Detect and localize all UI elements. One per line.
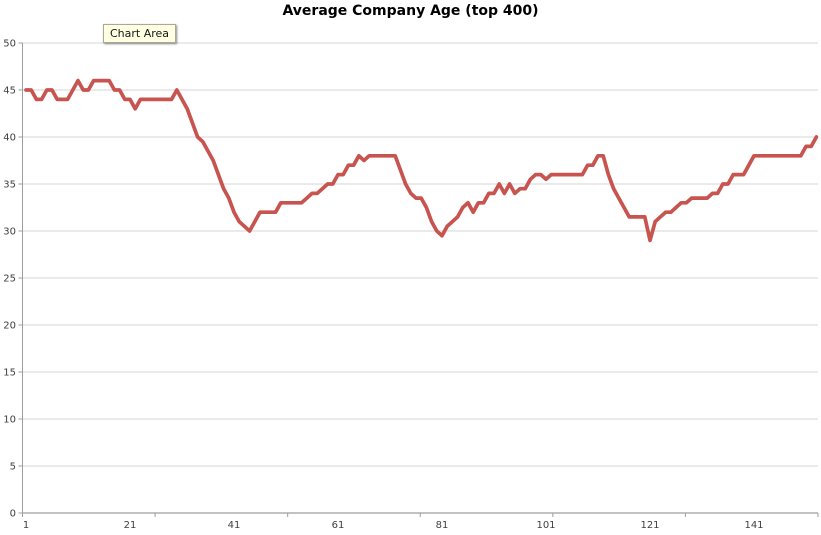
series-line[interactable] (24, 78, 819, 243)
x-axis-tick-label: 141 (744, 520, 763, 531)
y-axis-tick-label: 25 (3, 274, 16, 285)
x-axis-tick-label: 61 (332, 520, 345, 531)
x-axis-tick-label: 41 (228, 520, 241, 531)
y-axis-tick-label: 50 (3, 39, 16, 50)
chart-title: Average Company Age (top 400) (282, 3, 539, 19)
y-axis-tick-label: 40 (3, 133, 16, 144)
x-axis-tick-label: 81 (436, 520, 449, 531)
y-axis-tick-label: 20 (3, 321, 16, 332)
y-axis-tick-label: 35 (3, 180, 16, 191)
x-axis-tick-label: 21 (124, 520, 137, 531)
y-axis-tick-label: 10 (3, 415, 16, 426)
x-axis-tick-label: 101 (536, 520, 555, 531)
y-axis-tick-label: 0 (10, 509, 16, 520)
x-axis-tick-label: 1 (23, 520, 29, 531)
y-axis-tick-label: 45 (3, 86, 16, 97)
x-axis-tick-label: 121 (640, 520, 659, 531)
chart-area-tooltip: Chart Area (103, 24, 177, 43)
y-axis-tick-label: 5 (10, 462, 16, 473)
y-axis-tick-label: 15 (3, 368, 16, 379)
y-axis-tick-label: 30 (3, 227, 16, 238)
